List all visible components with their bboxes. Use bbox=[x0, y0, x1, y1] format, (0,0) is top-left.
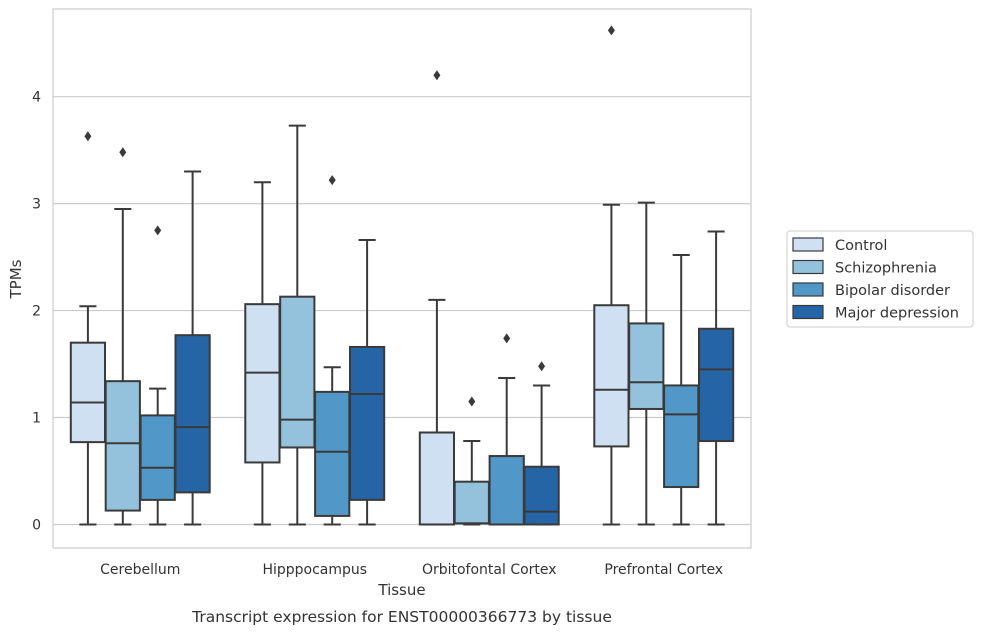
chart-caption: Transcript expression for ENST0000036677… bbox=[191, 608, 612, 626]
box-iqr bbox=[663, 384, 700, 489]
outlier-point bbox=[328, 175, 336, 186]
outlier-point bbox=[468, 396, 476, 407]
y-tick-label: 3 bbox=[32, 197, 41, 213]
legend-swatch bbox=[792, 304, 824, 320]
y-tick-label: 0 bbox=[32, 517, 41, 533]
box-iqr bbox=[418, 431, 456, 526]
box-iqr bbox=[314, 390, 351, 517]
y-axis-label: TPMs bbox=[7, 259, 25, 299]
y-tick-label: 2 bbox=[32, 304, 41, 320]
box-major-depression bbox=[697, 230, 735, 526]
box-schizophrenia bbox=[628, 201, 665, 526]
box-iqr bbox=[69, 341, 107, 444]
x-tick-label: Cerebellum bbox=[100, 562, 180, 578]
y-tick-label: 4 bbox=[32, 90, 41, 106]
box-bipolar-disorder bbox=[314, 175, 351, 526]
outlier-point bbox=[538, 361, 546, 372]
box-major-depression bbox=[523, 361, 560, 526]
box-schizophrenia bbox=[279, 124, 316, 526]
x-tick-label: Hipppocampus bbox=[262, 562, 367, 578]
outlier-point bbox=[503, 333, 511, 344]
box-iqr bbox=[593, 304, 630, 448]
y-tick-label: 1 bbox=[32, 411, 41, 427]
x-axis-label: Tissue bbox=[377, 581, 425, 599]
box-schizophrenia bbox=[453, 396, 490, 526]
legend-swatch bbox=[792, 282, 824, 297]
legend-swatch bbox=[792, 237, 824, 252]
legend-frame bbox=[786, 230, 974, 328]
box-iqr bbox=[523, 465, 560, 526]
box-iqr bbox=[628, 322, 665, 410]
y-axis-ticks: 0 1 2 3 4 bbox=[32, 90, 41, 534]
outlier-point bbox=[607, 25, 615, 36]
box-iqr bbox=[697, 327, 735, 443]
legend-label: Bipolar disorder bbox=[835, 283, 950, 299]
box-iqr bbox=[453, 480, 490, 525]
box-control bbox=[69, 131, 107, 526]
legend-swatch bbox=[792, 259, 824, 275]
box-iqr bbox=[174, 334, 211, 494]
box-major-depression bbox=[174, 170, 211, 526]
box-iqr bbox=[104, 380, 141, 512]
legend-label: Schizophrenia bbox=[835, 261, 937, 277]
plot-frame bbox=[52, 8, 752, 549]
box-bipolar-disorder bbox=[663, 253, 700, 526]
outlier-point bbox=[84, 131, 92, 142]
box-control bbox=[418, 70, 456, 526]
box-schizophrenia bbox=[104, 147, 141, 526]
box-iqr bbox=[139, 414, 176, 501]
box-iqr bbox=[279, 295, 316, 449]
box-iqr bbox=[244, 303, 281, 464]
legend: Control Schizophrenia Bipolar disorder Majo… bbox=[786, 230, 974, 328]
box-control bbox=[244, 181, 281, 526]
outlier-point bbox=[154, 225, 162, 236]
legend-label: Major depression bbox=[835, 306, 959, 322]
box-groups bbox=[69, 25, 735, 526]
x-tick-label: Prefrontal Cortex bbox=[604, 562, 723, 578]
box-control bbox=[593, 25, 630, 526]
box-iqr bbox=[348, 345, 386, 501]
outlier-point bbox=[433, 70, 441, 81]
box-iqr bbox=[488, 455, 525, 526]
box-bipolar-disorder bbox=[139, 225, 176, 526]
outlier-point bbox=[119, 147, 127, 158]
box-bipolar-disorder bbox=[488, 333, 525, 526]
x-axis-ticks: Cerebellum Hipppocampus Orbitofontal Corte… bbox=[100, 562, 723, 578]
x-tick-label: Orbitofontal Cortex bbox=[422, 562, 557, 578]
legend-label: Control bbox=[835, 238, 887, 254]
box-major-depression bbox=[348, 239, 386, 526]
